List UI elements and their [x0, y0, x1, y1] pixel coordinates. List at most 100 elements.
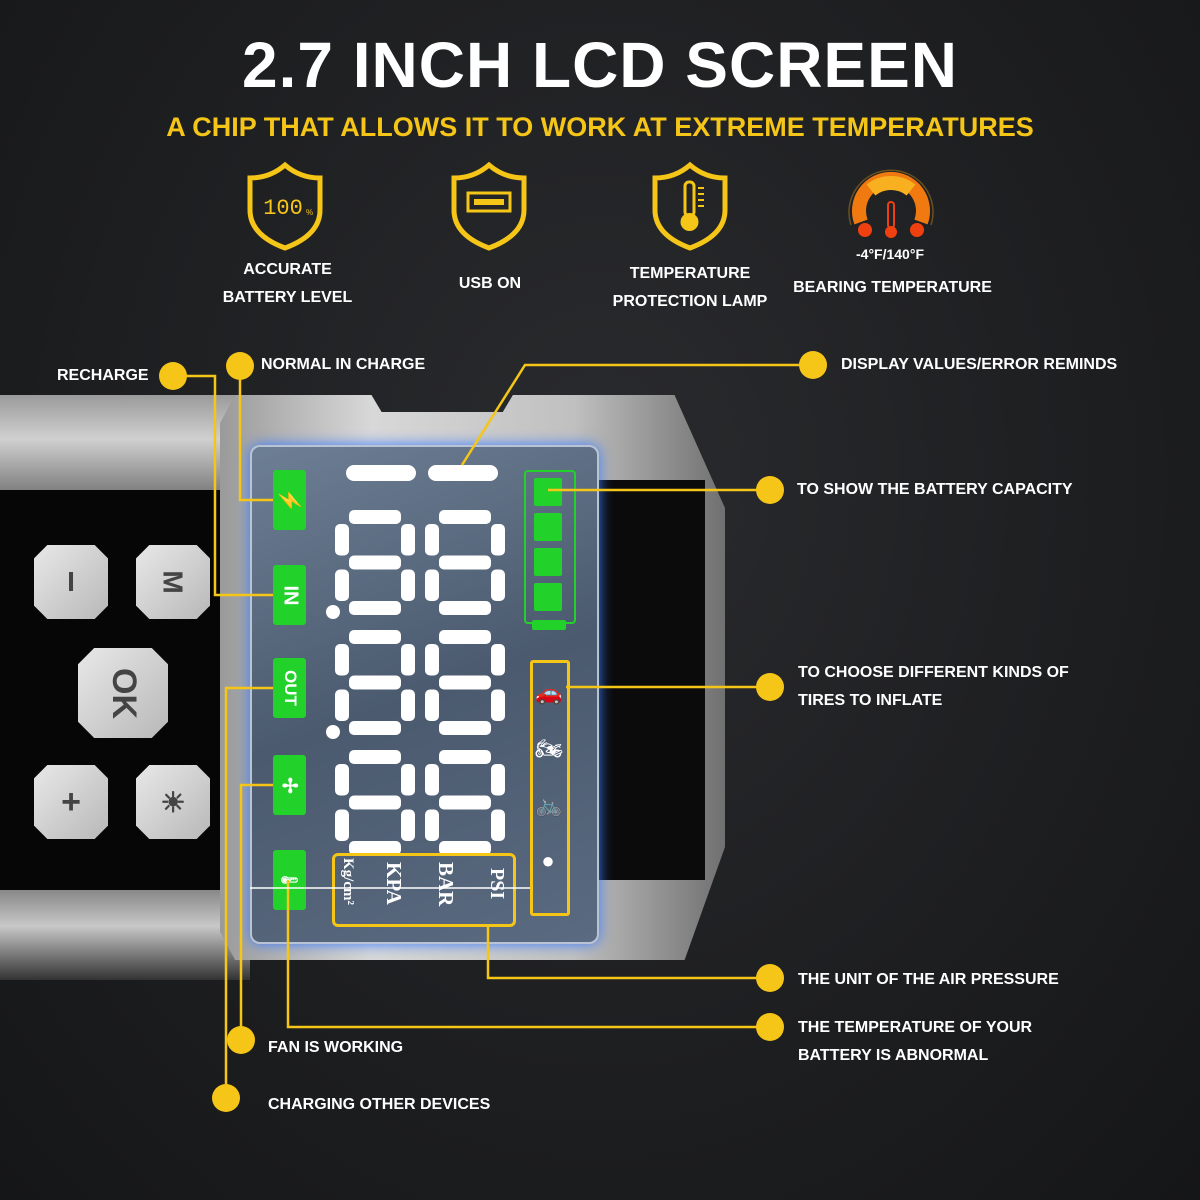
- digit-segment: [335, 569, 349, 601]
- digit-segment: [349, 795, 401, 810]
- label-unit: THE UNIT OF THE AIR PRESSURE: [798, 971, 1059, 988]
- svg-text:100: 100: [263, 196, 303, 221]
- digit-segment: [439, 601, 491, 615]
- digit-segment: [425, 689, 439, 721]
- page-subtitle: A CHIP THAT ALLOWS IT TO WORK AT EXTREME…: [166, 112, 1034, 142]
- ball-icon[interactable]: ●: [541, 848, 555, 873]
- digit-segment: [425, 644, 439, 676]
- battery-bar: [534, 548, 562, 576]
- digit-segment: [491, 809, 505, 841]
- callout-dot-recharge: [159, 362, 187, 390]
- digit-segment: [335, 644, 349, 676]
- unit-box: [332, 853, 516, 927]
- digit-segment: [439, 750, 491, 764]
- digit-segment: [439, 510, 491, 524]
- battery-percent-shield-icon: 100 %: [247, 161, 323, 251]
- digit-segment: [425, 569, 439, 601]
- tire-mode-icons: 🚗 🏍 🚲 ●: [535, 665, 563, 889]
- light-button[interactable]: ☀: [136, 765, 210, 839]
- thermometer-icon: 🌡: [273, 850, 306, 910]
- digit-segment: [491, 524, 505, 556]
- digit-segment: [439, 841, 491, 855]
- label-temperature: THE TEMPERATURE OF YOUR BATTERY IS ABNORM…: [798, 1019, 1033, 1064]
- digit-segment: [349, 750, 401, 764]
- callout-dot-temp: [756, 1013, 784, 1041]
- minus-button[interactable]: I: [34, 545, 108, 619]
- fan-icon: ✢: [273, 755, 306, 815]
- feature-accurate-battery: ACCURATE BATTERY LEVEL: [222, 261, 353, 306]
- label-charging: CHARGING OTHER DEVICES: [268, 1096, 491, 1113]
- tire-mode-box: [530, 660, 570, 916]
- temperature-gauge-icon: [848, 169, 934, 238]
- digit-segment: [349, 555, 401, 570]
- digit-segment: [335, 764, 349, 796]
- battery-bar: [534, 583, 562, 611]
- digit-segment: [491, 689, 505, 721]
- callout-dot-fan: [227, 1026, 255, 1054]
- digit-segment: [349, 841, 401, 855]
- mode-button[interactable]: M: [136, 545, 210, 619]
- digit-segment: [349, 510, 401, 524]
- digit-segment: [491, 569, 505, 601]
- label-normal-in-charge: NORMAL IN CHARGE: [261, 356, 426, 373]
- digit-segment: [439, 675, 491, 690]
- callout-dot-charging: [212, 1084, 240, 1112]
- digit-segment: [425, 809, 439, 841]
- top-segment: [428, 465, 498, 481]
- label-tires: TO CHOOSE DIFFERENT KINDS OF TIRES TO INF…: [798, 664, 1069, 709]
- label-recharge: RECHARGE: [57, 367, 149, 384]
- digit-segment: [349, 630, 401, 644]
- digit-segment: [439, 721, 491, 735]
- battery-bar: [534, 513, 562, 541]
- usb-shield-icon: [451, 161, 527, 251]
- callout-dot-tires: [756, 673, 784, 701]
- battery-gauge: [524, 470, 576, 624]
- digit-segment: [335, 524, 349, 556]
- feature-temperature-lamp: TEMPERATURE PROTECTION LAMP: [612, 265, 768, 310]
- battery-bar: [534, 478, 562, 506]
- motorcycle-icon[interactable]: 🏍: [535, 736, 563, 761]
- in-icon: IN: [273, 565, 306, 625]
- label-fan: FAN IS WORKING: [268, 1039, 404, 1056]
- digit-segment: [401, 569, 415, 601]
- thermometer-shield-icon: [652, 161, 728, 251]
- callout-dot-unit: [756, 964, 784, 992]
- digit-segment: [439, 630, 491, 644]
- digit-segment: [335, 809, 349, 841]
- page-title: 2.7 INCH LCD SCREEN: [242, 29, 958, 101]
- digit-segment: [425, 764, 439, 796]
- digit-segment: [349, 675, 401, 690]
- plus-button[interactable]: +: [34, 765, 108, 839]
- digit-segment: [439, 795, 491, 810]
- digit-segment: [401, 689, 415, 721]
- label-battery-capacity: TO SHOW THE BATTERY CAPACITY: [797, 481, 1073, 498]
- label-display-values: DISPLAY VALUES/ERROR REMINDS: [841, 356, 1118, 373]
- svg-text:%: %: [306, 208, 313, 217]
- ok-button[interactable]: OK: [78, 648, 168, 738]
- digit-segment: [491, 764, 505, 796]
- callout-dot-battery: [756, 476, 784, 504]
- digit-segment: [401, 809, 415, 841]
- digit-segment: [349, 721, 401, 735]
- digit-segment: [439, 555, 491, 570]
- gauge-range: -4°F/140°F: [856, 246, 924, 262]
- decimal-point: [326, 725, 340, 739]
- digit-segment: [491, 644, 505, 676]
- digit-segment: [335, 689, 349, 721]
- device-side-panel: [595, 480, 705, 880]
- device-bottom-left-bezel: [0, 890, 250, 980]
- car-icon[interactable]: 🚗: [535, 680, 563, 705]
- bicycle-icon[interactable]: 🚲: [535, 792, 563, 817]
- out-icon: OUT: [273, 658, 306, 718]
- digit-segment: [349, 601, 401, 615]
- device-top-left-bezel: [0, 395, 240, 505]
- decimal-point: [326, 605, 340, 619]
- callout-dot-display: [799, 351, 827, 379]
- digit-segment: [401, 764, 415, 796]
- digit-segment: [401, 644, 415, 676]
- feature-usb-on: USB ON: [458, 275, 522, 292]
- top-segment: [346, 465, 416, 481]
- feature-bearing-temperature: BEARING TEMPERATURE: [793, 279, 992, 296]
